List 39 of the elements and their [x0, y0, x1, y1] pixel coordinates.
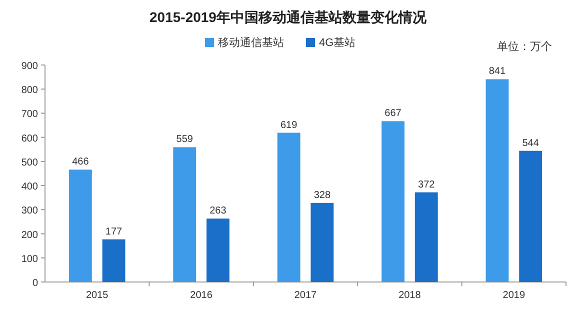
- y-tick-label: 700: [21, 109, 38, 120]
- bar: [310, 202, 334, 282]
- data-label: 667: [384, 108, 402, 120]
- bar: [486, 79, 509, 282]
- bar: [173, 147, 196, 282]
- bar: [414, 192, 438, 282]
- data-label: 177: [105, 226, 123, 238]
- y-tick-label: 200: [21, 230, 38, 241]
- y-tick-label: 500: [21, 157, 38, 168]
- legend-label: 移动通信基站: [218, 36, 284, 49]
- data-label: 559: [176, 134, 194, 146]
- x-tick-label: 2019: [502, 290, 526, 301]
- bar: [102, 239, 126, 282]
- data-label: 841: [488, 66, 506, 78]
- x-tick-label: 2017: [294, 290, 318, 301]
- y-tick-label: 600: [21, 133, 38, 144]
- bar: [277, 132, 300, 282]
- y-tick-label: 0: [32, 278, 38, 289]
- x-tick-label: 2015: [86, 290, 109, 301]
- x-tick-label: 2016: [190, 290, 213, 301]
- x-tick-label: 2018: [398, 290, 422, 301]
- data-label: 263: [210, 206, 227, 217]
- chart-title: 2015-2019年中国移动通信基站数量变化情况: [150, 9, 428, 25]
- bar: [382, 121, 404, 282]
- text: 单位：万个: [497, 40, 552, 53]
- y-tick-label: 300: [21, 206, 38, 217]
- bar: [519, 150, 542, 282]
- legend-label: 4G基站: [319, 36, 356, 49]
- data-label: 619: [280, 120, 298, 131]
- data-label: 544: [522, 138, 540, 149]
- data-label: 328: [314, 190, 331, 201]
- y-tick-label: 800: [21, 85, 38, 96]
- bar: [206, 218, 230, 282]
- y-tick-label: 400: [21, 182, 38, 193]
- bar: [68, 170, 92, 282]
- data-label: 372: [418, 179, 436, 190]
- y-tick-label: 100: [21, 254, 38, 265]
- y-tick-label: 900: [21, 61, 38, 72]
- data-label: 466: [72, 156, 90, 168]
